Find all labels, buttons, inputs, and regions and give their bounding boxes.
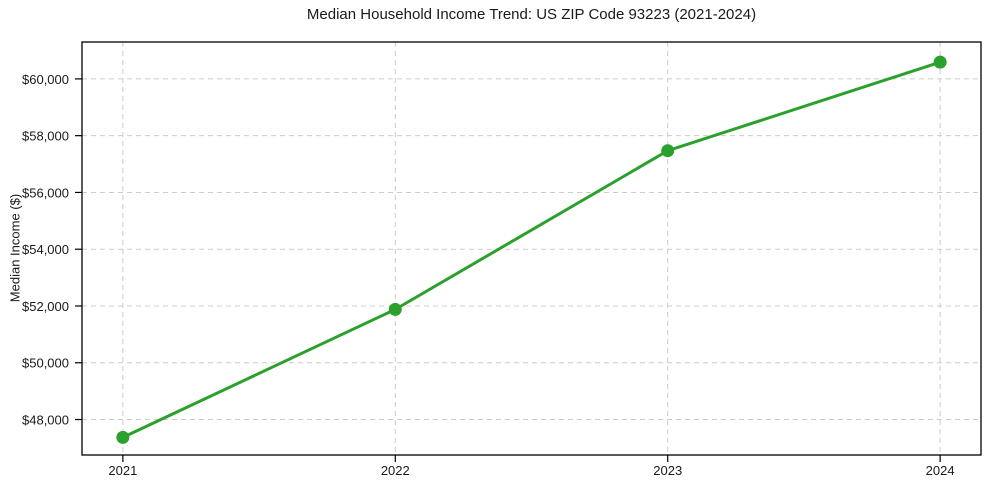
x-tick-label: 2024 bbox=[926, 463, 955, 478]
data-point-2024 bbox=[933, 55, 947, 69]
y-tick-label: $56,000 bbox=[22, 185, 69, 200]
x-tick-label: 2021 bbox=[108, 463, 137, 478]
data-point-2022 bbox=[388, 302, 402, 316]
y-tick-label: $50,000 bbox=[22, 356, 69, 371]
axis-ticks bbox=[75, 78, 941, 462]
chart-title: Median Household Income Trend: US ZIP Co… bbox=[306, 6, 757, 23]
y-tick-label: $48,000 bbox=[22, 413, 69, 428]
plot-border bbox=[81, 41, 982, 456]
data-point-2021 bbox=[116, 430, 130, 444]
y-tick-label: $60,000 bbox=[22, 72, 69, 87]
x-tick-label: 2023 bbox=[653, 463, 682, 478]
axis-tick-labels: $48,000 $50,000 $52,000 $54,000 $56,000 $58,0… bbox=[22, 72, 955, 478]
x-tick-label: 2022 bbox=[381, 463, 410, 478]
y-tick-label: $52,000 bbox=[22, 299, 69, 314]
data-points bbox=[116, 55, 947, 444]
y-tick-label: $58,000 bbox=[22, 129, 69, 144]
gridlines bbox=[82, 42, 981, 455]
data-point-2023 bbox=[661, 144, 675, 158]
income-trend-line bbox=[121, 60, 942, 439]
y-tick-label: $54,000 bbox=[22, 242, 69, 257]
